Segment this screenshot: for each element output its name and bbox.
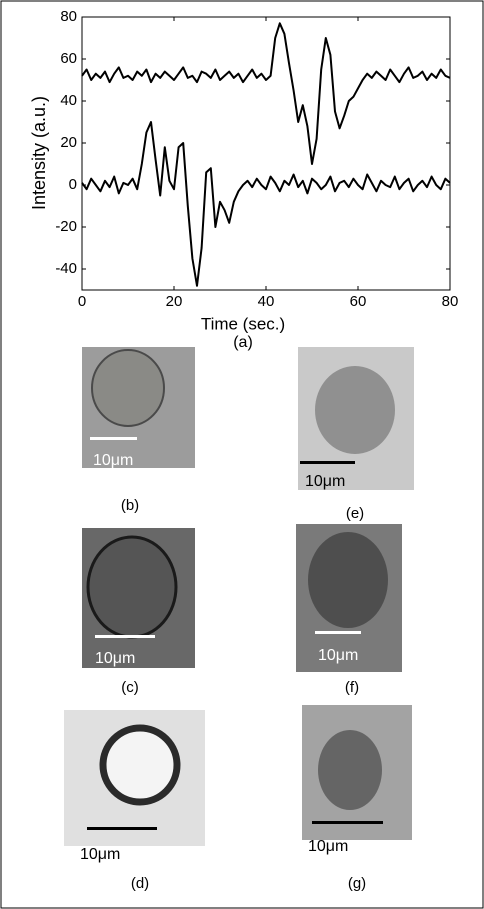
y-tick-label: 0 xyxy=(69,176,77,193)
x-axis-label: Time (sec.) xyxy=(201,314,285,333)
caption: (a) xyxy=(233,334,253,351)
scale-label: 10μm xyxy=(80,846,120,863)
x-tick-label: 0 xyxy=(78,293,86,310)
scale-label: 10μm xyxy=(308,838,348,855)
x-tick-label: 60 xyxy=(350,293,367,310)
scale-bar xyxy=(300,461,355,464)
scale-bar xyxy=(87,827,157,830)
scale-bar xyxy=(90,437,137,440)
scale-label: 10μm xyxy=(305,473,345,490)
scale-label: 10μm xyxy=(93,452,133,469)
cell xyxy=(318,730,382,810)
line-series xyxy=(81,121,451,287)
scale-bar xyxy=(95,635,155,638)
scale-bar xyxy=(315,631,361,634)
cell xyxy=(315,366,395,454)
cell xyxy=(308,532,388,628)
x-tick-label: 40 xyxy=(258,293,275,310)
caption: (f) xyxy=(345,679,359,696)
y-tick-label: 40 xyxy=(60,92,77,109)
cell xyxy=(91,349,165,427)
caption: (c) xyxy=(121,679,139,696)
y-tick-label: 80 xyxy=(60,8,77,25)
x-tick-label: 80 xyxy=(442,293,459,310)
y-tick-label: 60 xyxy=(60,50,77,67)
scale-label: 10μm xyxy=(318,647,358,664)
scale-bar xyxy=(312,821,383,824)
y-axis-label: Intensity (a.u.) xyxy=(29,96,49,210)
y-tick-label: -40 xyxy=(55,260,77,277)
x-tick-label: 20 xyxy=(166,293,183,310)
cell xyxy=(86,535,178,639)
y-tick-label: -20 xyxy=(55,218,77,235)
scale-label: 10μm xyxy=(95,650,135,667)
y-tick-label: 20 xyxy=(60,134,77,151)
caption: (e) xyxy=(346,505,364,522)
caption: (g) xyxy=(348,875,366,892)
caption: (d) xyxy=(131,875,149,892)
cell xyxy=(99,724,181,806)
line-series xyxy=(81,22,451,165)
caption: (b) xyxy=(121,497,139,514)
